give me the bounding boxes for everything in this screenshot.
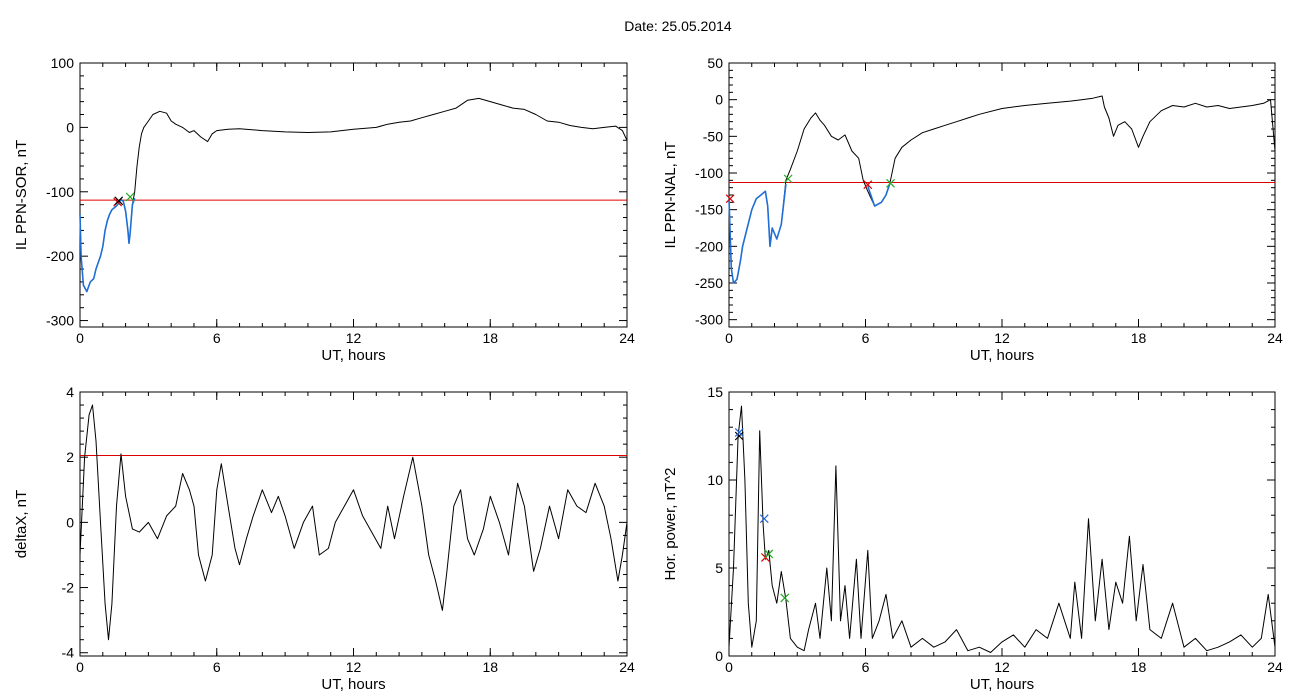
y-tick-label-2: 10 — [707, 472, 723, 488]
x-tick-label-3: 18 — [1131, 330, 1147, 346]
marker-1 — [783, 174, 793, 184]
chart-1: 0 6 12 18 24 -300 -200 -100 0 100 UT, hours IL PPN-… — [13, 55, 635, 364]
y-tick-label-6: 0 — [715, 92, 723, 108]
marker-stroke-b — [725, 194, 735, 204]
x-tick-label-2: 12 — [346, 659, 362, 675]
x-tick-label-4: 24 — [1267, 330, 1283, 346]
plot-frame — [79, 391, 628, 657]
y-tick-label-0: 0 — [715, 648, 723, 664]
marker-5 — [780, 593, 790, 603]
x-tick-label-0: 0 — [725, 330, 733, 346]
x-axis-label: UT, hours — [970, 676, 1034, 693]
marker-2 — [759, 514, 769, 524]
y-axis-label: IL PPN-NAL, nT — [662, 142, 679, 249]
chart-2: 0 6 12 18 24 -300 -250 -200 -150 -100 -50 0 50 UT, ho… — [662, 55, 1283, 364]
x-tick-label-0: 0 — [76, 659, 84, 675]
x-axis-label: UT, hours — [321, 676, 385, 693]
y-tick-label-1: -200 — [46, 248, 74, 264]
plot-frame — [728, 62, 1276, 328]
x-tick-label-1: 6 — [862, 330, 870, 346]
marker-stroke-b — [764, 549, 774, 559]
marker-1 — [114, 196, 124, 206]
trace-line — [728, 405, 1276, 653]
y-tick-label-1: -2 — [62, 580, 75, 596]
highlight-segment-1 — [79, 197, 136, 293]
x-tick-label-1: 6 — [213, 659, 221, 675]
x-tick-label-3: 18 — [1131, 659, 1147, 675]
marker-stroke-b — [114, 196, 124, 206]
x-tick-label-2: 12 — [346, 330, 362, 346]
highlight-segment-1 — [728, 183, 787, 284]
y-axis-label: IL PPN-SOR, nT — [13, 140, 30, 250]
marker-0 — [725, 194, 735, 204]
y-tick-label-0: -4 — [62, 645, 75, 661]
y-tick-label-2: -100 — [46, 184, 74, 200]
plot-frame — [728, 391, 1276, 657]
y-axis-label: deltaX, nT — [13, 490, 30, 558]
x-tick-label-4: 24 — [619, 659, 635, 675]
x-tick-label-2: 12 — [994, 659, 1010, 675]
date-title: Date: 25.05.2014 — [624, 18, 732, 34]
marker-stroke-b — [863, 180, 873, 190]
marker-stroke-b — [734, 428, 744, 437]
marker-0 — [734, 431, 744, 441]
x-tick-label-0: 0 — [725, 659, 733, 675]
y-tick-label-4: -100 — [695, 165, 723, 181]
y-axis-label: Hor. power, nT^2 — [662, 468, 679, 581]
marker-4 — [764, 549, 774, 559]
y-tick-label-0: -300 — [695, 312, 723, 328]
plot-frame — [79, 62, 628, 328]
x-axis-label: UT, hours — [970, 347, 1034, 364]
y-tick-label-3: -150 — [695, 202, 723, 218]
marker-1 — [734, 428, 744, 437]
x-tick-label-3: 18 — [482, 659, 498, 675]
y-tick-label-5: -50 — [703, 128, 723, 144]
y-tick-label-2: 0 — [66, 514, 74, 530]
marker-stroke-b — [125, 192, 135, 202]
marker-2 — [863, 180, 873, 190]
y-tick-label-7: 50 — [707, 55, 723, 71]
x-tick-label-4: 24 — [1267, 659, 1283, 675]
marker-stroke-b — [759, 514, 769, 524]
x-tick-label-1: 6 — [213, 330, 221, 346]
y-tick-label-3: 2 — [66, 449, 74, 465]
y-tick-label-4: 100 — [51, 55, 75, 71]
marker-stroke-b — [780, 593, 790, 603]
marker-3 — [886, 178, 895, 188]
highlight-segment-2 — [867, 181, 892, 207]
x-tick-label-3: 18 — [482, 330, 498, 346]
x-tick-label-1: 6 — [862, 659, 870, 675]
y-tick-label-3: 0 — [66, 119, 74, 135]
y-tick-label-0: -300 — [46, 313, 74, 329]
x-tick-label-2: 12 — [994, 330, 1010, 346]
trace-line — [79, 97, 628, 293]
y-tick-label-3: 15 — [707, 384, 723, 400]
x-tick-label-4: 24 — [619, 330, 635, 346]
y-tick-label-2: -200 — [695, 238, 723, 254]
y-tick-label-1: -250 — [695, 275, 723, 291]
trace-line — [728, 95, 1276, 284]
y-tick-label-4: 4 — [66, 384, 74, 400]
chart-4: 0 6 12 18 24 0 5 10 15 UT, hours Hor. power, nT^2 — [662, 384, 1283, 693]
x-tick-label-0: 0 — [76, 330, 84, 346]
marker-2 — [125, 192, 135, 202]
marker-stroke-b — [886, 178, 895, 188]
marker-stroke-b — [734, 431, 744, 441]
x-axis-label: UT, hours — [321, 347, 385, 364]
trace-line — [79, 404, 628, 641]
y-tick-label-1: 5 — [715, 560, 723, 576]
marker-stroke-b — [783, 174, 793, 184]
